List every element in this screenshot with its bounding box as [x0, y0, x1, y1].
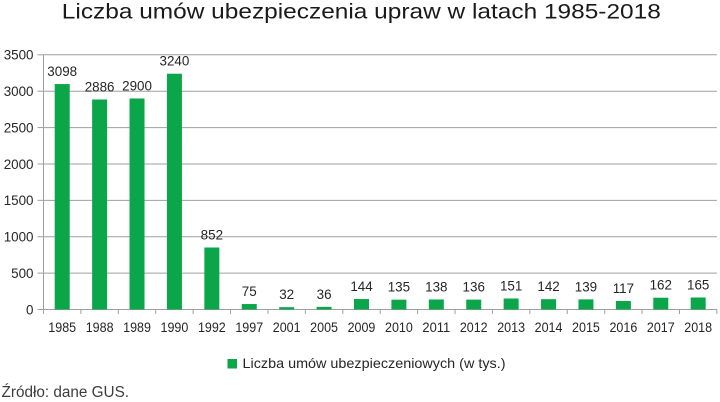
svg-text:Liczba umów ubezpieczenia upra: Liczba umów ubezpieczenia upraw w latach… [62, 0, 661, 24]
svg-text:852: 852 [201, 228, 223, 243]
svg-text:2500: 2500 [4, 120, 34, 135]
svg-text:117: 117 [613, 281, 634, 296]
svg-text:1989: 1989 [123, 320, 151, 335]
svg-text:75: 75 [242, 284, 257, 299]
svg-text:32: 32 [279, 287, 294, 302]
svg-text:2012: 2012 [460, 320, 488, 335]
svg-text:139: 139 [575, 279, 597, 294]
svg-text:2886: 2886 [85, 79, 115, 94]
svg-text:3098: 3098 [47, 64, 77, 79]
svg-text:2005: 2005 [310, 320, 338, 335]
svg-text:2009: 2009 [348, 320, 376, 335]
svg-text:2018: 2018 [684, 320, 712, 335]
svg-text:2016: 2016 [609, 320, 637, 335]
svg-text:151: 151 [500, 279, 522, 294]
svg-text:1000: 1000 [4, 230, 34, 245]
svg-text:3240: 3240 [160, 54, 190, 69]
svg-text:2013: 2013 [497, 320, 525, 335]
svg-text:2900: 2900 [122, 78, 152, 93]
svg-text:1990: 1990 [161, 320, 189, 335]
svg-text:2000: 2000 [4, 157, 34, 172]
svg-text:136: 136 [463, 280, 485, 295]
svg-text:2017: 2017 [647, 320, 675, 335]
svg-text:2010: 2010 [385, 320, 413, 335]
svg-text:1997: 1997 [235, 320, 263, 335]
svg-text:1500: 1500 [4, 193, 34, 208]
svg-text:500: 500 [11, 266, 33, 281]
svg-text:1992: 1992 [198, 320, 226, 335]
svg-text:3000: 3000 [4, 84, 34, 99]
svg-text:1988: 1988 [86, 320, 114, 335]
svg-text:2014: 2014 [535, 320, 563, 335]
svg-text:Źródło: dane GUS.: Źródło: dane GUS. [2, 384, 130, 401]
svg-text:144: 144 [350, 279, 373, 294]
svg-text:162: 162 [650, 278, 672, 293]
svg-text:138: 138 [425, 279, 447, 294]
svg-text:1985: 1985 [48, 320, 76, 335]
svg-text:2001: 2001 [273, 320, 301, 335]
svg-text:2015: 2015 [572, 320, 600, 335]
svg-text:3500: 3500 [4, 48, 34, 63]
svg-text:135: 135 [388, 280, 410, 295]
svg-text:Liczba umów ubezpieczeniowych: Liczba umów ubezpieczeniowych (w tys.) [243, 355, 506, 371]
svg-text:0: 0 [26, 302, 33, 317]
svg-text:142: 142 [537, 279, 559, 294]
svg-text:36: 36 [317, 287, 332, 302]
svg-text:2011: 2011 [422, 320, 450, 335]
svg-text:165: 165 [687, 277, 709, 292]
